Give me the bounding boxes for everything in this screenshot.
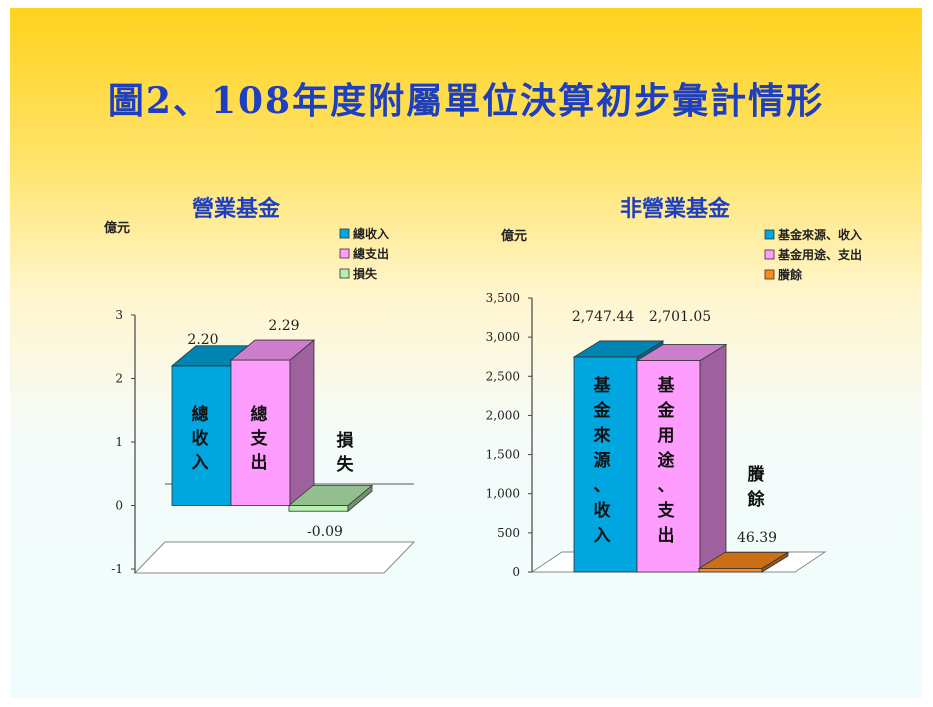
legend-swatch (339, 228, 350, 239)
bar-front (171, 365, 232, 506)
category-label: 入 (594, 526, 611, 546)
category-label: 總 (251, 404, 268, 425)
bar-side (699, 343, 727, 573)
category-label: 失 (337, 454, 355, 475)
legend-swatch (764, 249, 775, 260)
y-tick-label: 0 (115, 499, 123, 513)
y-tick-label: -1 (111, 562, 123, 576)
bar-2 (635, 343, 728, 573)
category-label: 基 (593, 375, 612, 396)
y-tick-label: 500 (497, 526, 520, 540)
bar-front (698, 567, 763, 573)
category-label: 支 (658, 500, 676, 521)
bar-top (229, 339, 316, 361)
bar-top (572, 340, 665, 358)
non-operating-fund-chart: 非營業基金 億元 3,500 3,000 2,500 2,000 1,500 1,000 5… (486, 196, 862, 579)
chart-title: 非營業基金 (620, 196, 731, 222)
legend-swatch (339, 268, 350, 279)
category-label: 基 (657, 375, 676, 396)
category-label: 途 (658, 450, 676, 471)
bar-front (636, 360, 701, 573)
y-tick-label: 3,000 (486, 330, 520, 344)
bar-3 (697, 551, 790, 573)
category-label: 用 (658, 426, 675, 446)
y-tick-label: 0 (512, 565, 520, 579)
data-label: 46.39 (737, 530, 777, 546)
legend-swatch (339, 248, 350, 259)
category-label: 入 (192, 453, 209, 473)
y-tick-label: 2 (115, 372, 123, 386)
y-tick-label: 1 (115, 435, 123, 449)
bar-top (697, 551, 790, 569)
category-label: 出 (251, 452, 268, 473)
data-label: 2,747.44 (572, 309, 634, 325)
slide: 圖2、108年度附屬單位決算初步彙計情形 (10, 8, 922, 698)
category-label: 賸 (748, 464, 766, 485)
bar-front (573, 356, 638, 573)
bar-top (287, 485, 374, 506)
data-label: 2.20 (187, 332, 218, 348)
bar-top (635, 344, 728, 361)
bar-front (230, 359, 291, 506)
category-label: 收 (594, 500, 611, 521)
floor-plane (133, 541, 416, 574)
legend-label: 總支出 (353, 246, 389, 261)
category-label: 來 (594, 426, 611, 446)
bar-2 (229, 339, 316, 507)
category-label: 損 (337, 430, 355, 451)
category-label: 餘 (748, 489, 766, 510)
bar-front (288, 505, 349, 512)
legend-swatch (764, 269, 775, 280)
y-tick-label: 3 (115, 308, 123, 322)
category-label: 、 (594, 476, 611, 496)
data-label: 2,701.05 (649, 309, 711, 325)
legend-label: 基金用途、支出 (777, 247, 862, 262)
y-tick-label: 1,500 (486, 448, 520, 462)
y-axis-unit: 億元 (501, 228, 527, 244)
category-label: 金 (593, 400, 612, 421)
category-label: 支 (251, 428, 269, 449)
category-label: 出 (658, 525, 675, 546)
page-title: 圖2、108年度附屬單位決算初步彙計情形 (107, 80, 825, 122)
legend-label: 基金來源、收入 (777, 227, 862, 242)
y-tick-label: 2,500 (486, 369, 520, 383)
bar-side (289, 339, 315, 507)
y-tick-label: 1,000 (486, 487, 520, 501)
legend-label: 總收入 (353, 226, 389, 241)
bar-3 (287, 484, 374, 513)
category-label: 總 (192, 404, 209, 425)
data-label: -0.09 (307, 524, 343, 540)
category-label: 金 (657, 400, 676, 421)
data-label: 2.29 (268, 318, 299, 334)
legend-swatch (764, 229, 775, 240)
y-tick-label: 2,000 (486, 408, 520, 422)
y-tick-label: 3,500 (486, 291, 520, 305)
category-label: 、 (658, 476, 675, 496)
category-label: 收 (192, 428, 209, 449)
y-axis-unit: 億元 (104, 220, 130, 236)
chart-title: 營業基金 (192, 196, 281, 222)
legend-label: 損失 (353, 266, 378, 281)
legend-label: 賸餘 (778, 267, 803, 282)
category-label: 源 (594, 450, 611, 471)
